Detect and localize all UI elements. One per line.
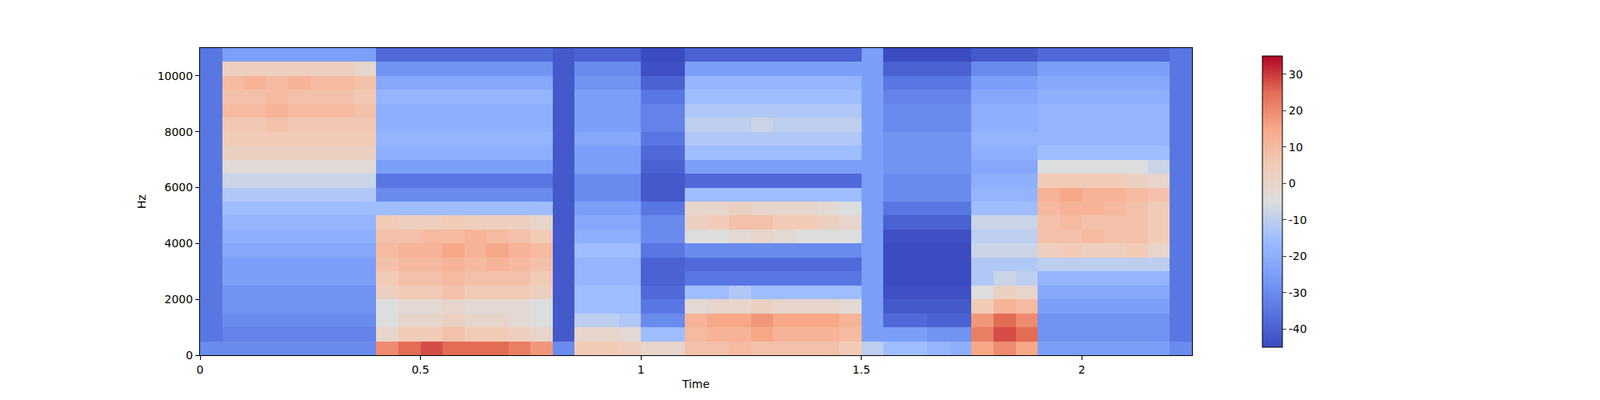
svg-text:8000: 8000 xyxy=(164,125,194,139)
svg-text:-30: -30 xyxy=(1288,286,1308,300)
svg-text:Time: Time xyxy=(681,377,710,391)
svg-text:0: 0 xyxy=(196,363,204,376)
svg-text:0.5: 0.5 xyxy=(411,363,429,376)
svg-text:10000: 10000 xyxy=(157,69,194,83)
svg-text:1.5: 1.5 xyxy=(852,363,871,376)
svg-text:2000: 2000 xyxy=(164,292,194,306)
svg-text:20: 20 xyxy=(1288,104,1304,117)
svg-text:4000: 4000 xyxy=(164,236,194,250)
svg-text:6000: 6000 xyxy=(164,180,194,194)
svg-text:30: 30 xyxy=(1288,68,1304,81)
svg-text:-40: -40 xyxy=(1288,322,1308,336)
svg-text:-20: -20 xyxy=(1288,249,1308,263)
svg-text:10: 10 xyxy=(1288,140,1304,154)
svg-text:1: 1 xyxy=(637,363,645,376)
svg-text:Hz: Hz xyxy=(135,194,148,209)
svg-text:2: 2 xyxy=(1078,363,1086,376)
svg-text:-10: -10 xyxy=(1288,213,1308,227)
svg-text:0: 0 xyxy=(1288,176,1296,190)
svg-text:0: 0 xyxy=(185,348,193,362)
